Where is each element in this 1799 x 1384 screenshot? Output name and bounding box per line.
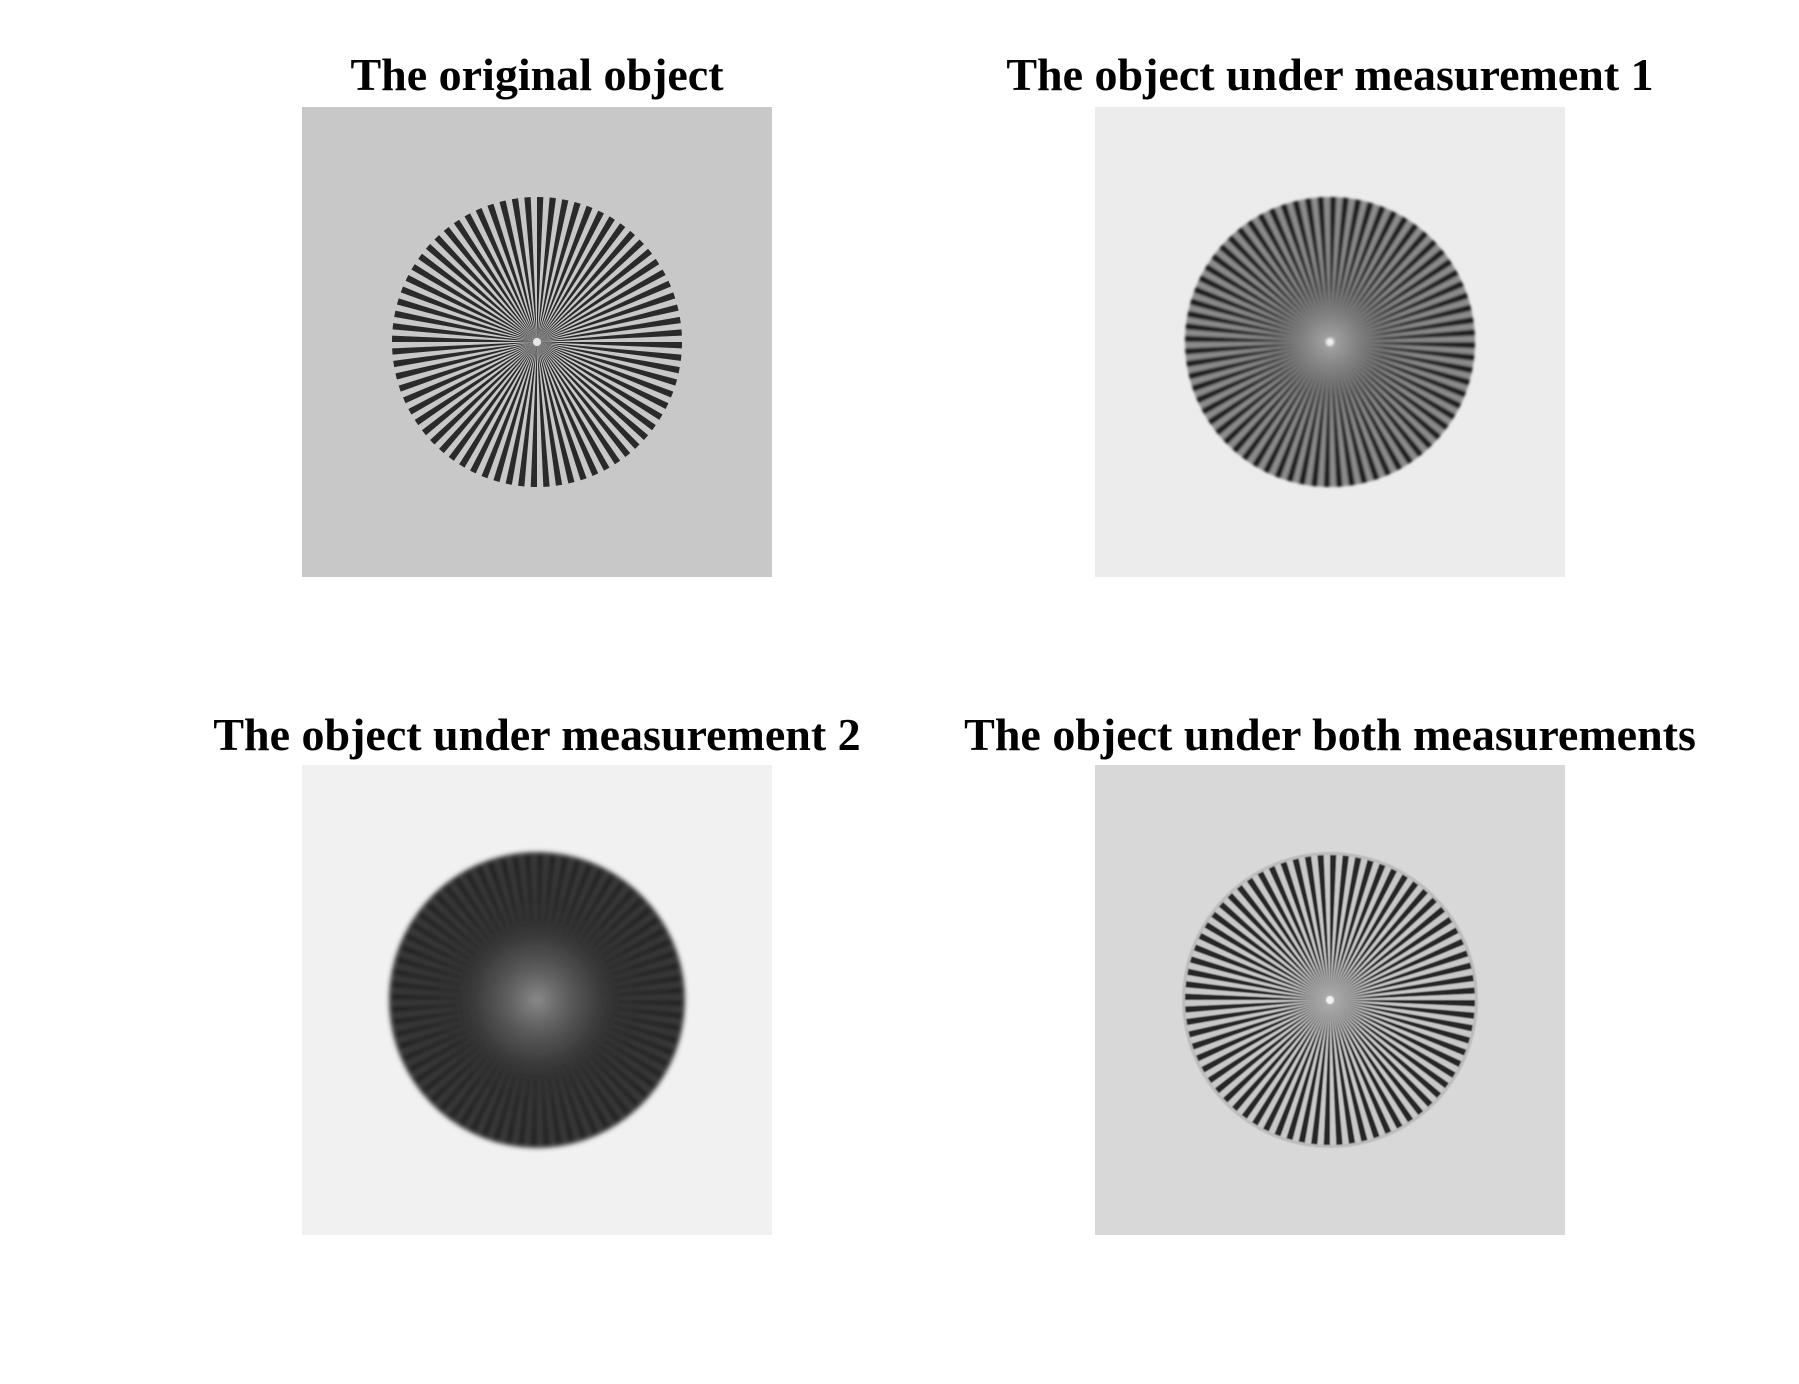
star-spoke	[537, 239, 644, 342]
star-spoke	[425, 244, 537, 342]
star-spoke	[411, 264, 537, 342]
star-spoke	[537, 210, 604, 342]
siemens-star-original-svg	[302, 107, 772, 577]
star-spoke	[499, 200, 537, 342]
star-spoke	[405, 275, 537, 342]
star-spoke	[537, 197, 556, 342]
star-spoke	[537, 216, 615, 342]
star-spoke	[398, 342, 537, 392]
star-spoke	[511, 198, 537, 342]
star-spoke	[430, 342, 537, 445]
siemens-star-both-measurements-svg	[1095, 765, 1565, 1235]
star-spoke	[537, 342, 587, 481]
star-spoke	[403, 342, 537, 404]
star-spoke	[537, 342, 663, 420]
star-spoke	[414, 342, 537, 426]
panel-title-both-measurements: The object under both measurements	[964, 709, 1696, 760]
star-spoke	[393, 342, 537, 368]
star-spoke	[505, 342, 537, 485]
star-spoke	[530, 342, 537, 487]
siemens-star-both-measurements-image	[1095, 765, 1565, 1235]
star-spoke	[537, 342, 621, 465]
siemens-star-original-image	[302, 107, 772, 577]
star-spoke	[493, 342, 537, 483]
star-spoke	[439, 342, 537, 454]
star-spoke	[392, 342, 537, 355]
siemens-star-measurement-1-svg	[1095, 107, 1565, 577]
star-spoke	[537, 201, 581, 342]
star-spoke	[537, 342, 682, 361]
siemens-star	[1185, 197, 1475, 487]
siemens-star-measurement-1-image	[1095, 107, 1565, 577]
star-spoke	[537, 342, 678, 386]
star-spoke	[459, 342, 537, 468]
panel-title-original: The original object	[350, 49, 724, 100]
star-spoke	[537, 280, 671, 342]
star-spoke	[537, 304, 679, 342]
star-spoke	[537, 342, 674, 398]
star-spoke	[443, 226, 537, 342]
star-spoke	[448, 342, 537, 461]
star-spoke	[537, 342, 640, 449]
star-spoke	[524, 197, 537, 342]
star-spoke	[537, 316, 681, 342]
star-spoke	[537, 342, 669, 409]
star-spoke	[537, 292, 676, 342]
panel-title-measurement-2: The object under measurement 2	[213, 709, 861, 760]
star-spoke	[537, 205, 593, 342]
star-spoke	[537, 342, 631, 458]
star-spoke	[392, 335, 537, 342]
star-spoke	[464, 213, 537, 342]
star-spoke	[537, 342, 610, 471]
star-spoke	[518, 342, 537, 487]
star-spoke	[400, 286, 537, 342]
star-spoke	[395, 342, 537, 380]
siemens-star-measurement-2-image	[302, 765, 772, 1235]
star-spoke	[537, 223, 626, 342]
star-spoke	[394, 310, 537, 342]
star-spoke	[537, 342, 649, 440]
star-spoke	[537, 342, 599, 476]
star-spoke	[392, 323, 537, 342]
star-spoke	[537, 342, 656, 431]
star-spoke	[453, 219, 537, 342]
star-spoke	[475, 208, 537, 342]
siemens-star	[392, 197, 682, 487]
star-spoke	[487, 203, 537, 342]
siemens-star-measurement-2-svg	[302, 765, 772, 1235]
star-spoke	[537, 197, 544, 342]
star-spoke	[418, 253, 537, 342]
star-spoke	[537, 342, 575, 484]
star-spoke	[481, 342, 537, 479]
star-spoke	[470, 342, 537, 474]
star-spoke	[408, 342, 537, 415]
star-spoke	[537, 329, 682, 342]
star-spoke	[537, 258, 660, 342]
siemens-star	[389, 852, 685, 1148]
star-spoke	[537, 248, 653, 342]
star-spoke	[537, 342, 680, 374]
star-spoke	[537, 269, 666, 342]
siemens-star	[1182, 852, 1478, 1148]
star-spoke	[537, 342, 550, 487]
star-spoke	[537, 342, 682, 349]
star-spoke	[537, 342, 563, 486]
star-spoke	[396, 298, 537, 342]
star-spoke	[537, 230, 635, 342]
star-spoke	[421, 342, 537, 436]
star-spoke	[537, 199, 569, 342]
star-spoke	[434, 235, 537, 342]
panel-title-measurement-1: The object under measurement 1	[1006, 49, 1654, 100]
